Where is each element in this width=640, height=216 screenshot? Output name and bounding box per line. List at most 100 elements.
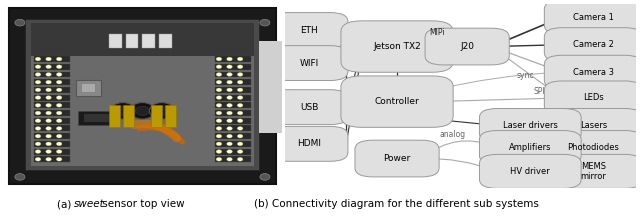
Circle shape <box>56 134 62 138</box>
Bar <box>259 41 282 133</box>
Circle shape <box>227 119 232 122</box>
Circle shape <box>35 65 41 69</box>
Circle shape <box>216 73 221 76</box>
Circle shape <box>46 65 51 69</box>
Bar <box>215 156 251 162</box>
FancyArrowPatch shape <box>134 124 177 138</box>
Bar <box>215 125 251 131</box>
Circle shape <box>56 88 62 92</box>
Circle shape <box>46 127 51 130</box>
Circle shape <box>260 174 270 180</box>
Circle shape <box>35 150 41 153</box>
Circle shape <box>227 96 232 99</box>
Text: LEDs: LEDs <box>583 94 604 102</box>
Circle shape <box>216 127 221 130</box>
Text: sensor top view: sensor top view <box>99 199 185 209</box>
Bar <box>81 83 95 92</box>
Circle shape <box>227 65 232 69</box>
Circle shape <box>56 80 62 84</box>
Circle shape <box>227 111 232 115</box>
FancyBboxPatch shape <box>425 28 509 65</box>
Circle shape <box>35 134 41 138</box>
Bar <box>215 71 251 77</box>
Circle shape <box>46 73 51 76</box>
Bar <box>34 141 70 147</box>
Circle shape <box>237 111 243 115</box>
FancyBboxPatch shape <box>479 154 581 188</box>
Circle shape <box>15 19 25 26</box>
Circle shape <box>46 142 51 146</box>
Circle shape <box>155 106 169 115</box>
Circle shape <box>237 127 243 130</box>
Text: WIFI: WIFI <box>300 59 319 68</box>
Bar <box>34 118 70 124</box>
Bar <box>34 110 70 116</box>
Circle shape <box>130 103 155 119</box>
Circle shape <box>216 103 221 107</box>
FancyBboxPatch shape <box>271 46 348 81</box>
Circle shape <box>46 57 51 61</box>
Text: Laser drivers: Laser drivers <box>503 121 557 130</box>
Text: ETH: ETH <box>300 25 318 35</box>
Text: Camera 2: Camera 2 <box>573 40 614 49</box>
Bar <box>31 23 254 166</box>
Bar <box>125 34 138 48</box>
FancyBboxPatch shape <box>545 0 640 34</box>
Circle shape <box>56 142 62 146</box>
Circle shape <box>56 111 62 115</box>
Bar <box>34 79 70 85</box>
Circle shape <box>237 88 243 92</box>
Circle shape <box>35 73 41 76</box>
Text: Camera 1: Camera 1 <box>573 13 614 22</box>
Circle shape <box>56 65 62 69</box>
Circle shape <box>46 119 51 122</box>
Bar <box>34 156 70 162</box>
Circle shape <box>227 103 232 107</box>
Text: Jetson TX2: Jetson TX2 <box>373 42 421 51</box>
Circle shape <box>216 57 221 61</box>
Circle shape <box>35 157 41 161</box>
Circle shape <box>46 150 51 153</box>
Circle shape <box>116 106 130 115</box>
Text: sweet: sweet <box>74 199 105 209</box>
Bar <box>78 111 117 125</box>
FancyBboxPatch shape <box>479 130 581 165</box>
Text: Camera 3: Camera 3 <box>573 68 614 77</box>
Text: HDMI: HDMI <box>298 139 321 148</box>
Bar <box>84 114 112 122</box>
Circle shape <box>216 65 221 69</box>
Circle shape <box>237 103 243 107</box>
Circle shape <box>237 73 243 76</box>
Circle shape <box>216 111 221 115</box>
Bar <box>34 56 70 62</box>
Circle shape <box>46 88 51 92</box>
Circle shape <box>227 142 232 146</box>
Circle shape <box>56 73 62 76</box>
Circle shape <box>56 103 62 107</box>
Bar <box>123 105 134 127</box>
Circle shape <box>216 96 221 99</box>
Circle shape <box>237 134 243 138</box>
Circle shape <box>216 88 221 92</box>
Bar <box>215 87 251 93</box>
Circle shape <box>56 157 62 161</box>
Circle shape <box>227 134 232 138</box>
Circle shape <box>237 142 243 146</box>
Bar <box>31 23 254 56</box>
Circle shape <box>227 150 232 153</box>
Bar <box>215 64 251 70</box>
Circle shape <box>237 65 243 69</box>
Bar <box>34 64 70 70</box>
Circle shape <box>35 88 41 92</box>
Circle shape <box>46 80 51 84</box>
FancyBboxPatch shape <box>271 13 348 48</box>
Circle shape <box>227 88 232 92</box>
Circle shape <box>237 157 243 161</box>
Bar <box>215 149 251 154</box>
Text: MIPi: MIPi <box>429 28 445 37</box>
Circle shape <box>35 57 41 61</box>
Bar <box>76 80 100 96</box>
FancyBboxPatch shape <box>341 76 453 127</box>
Bar <box>151 105 162 127</box>
Circle shape <box>227 157 232 161</box>
